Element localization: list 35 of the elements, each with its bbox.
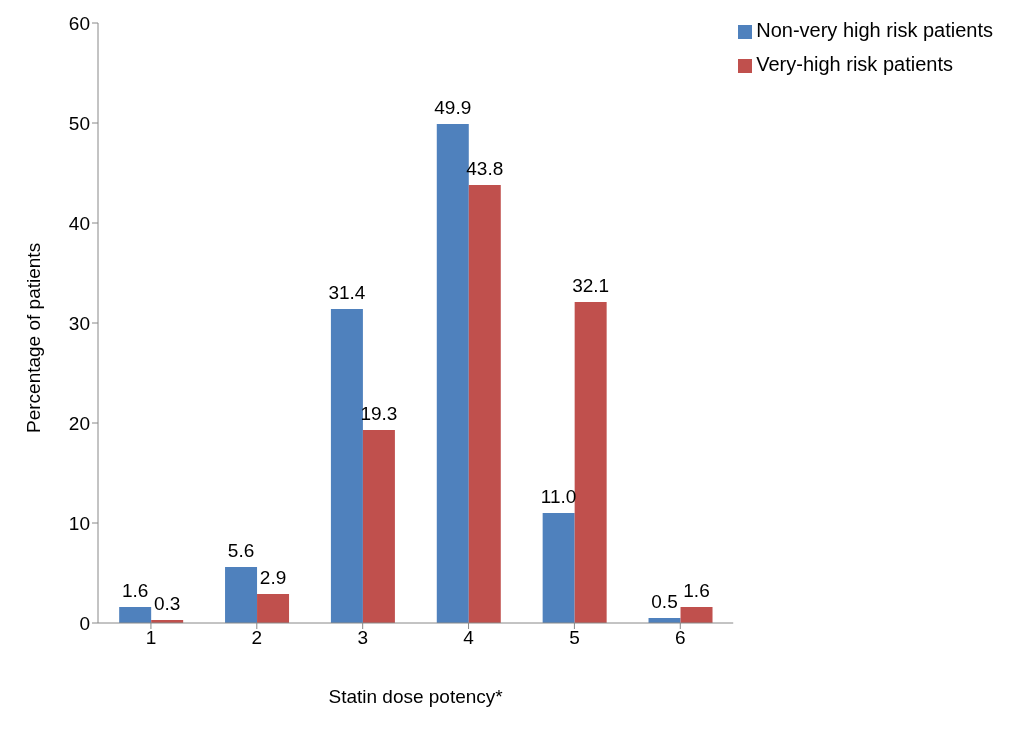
- y-tick-label: 30: [68, 312, 90, 334]
- y-tick-label: 0: [79, 612, 90, 634]
- bar: [542, 513, 575, 623]
- data-label: 31.4: [328, 282, 366, 303]
- data-label: 49.9: [434, 97, 472, 118]
- x-tick-label: 4: [463, 627, 475, 649]
- data-label: 1.6: [683, 580, 710, 601]
- legend-label: Non-very high risk patients: [756, 19, 993, 41]
- y-tick-label: 60: [68, 12, 90, 34]
- x-tick-label: 1: [145, 627, 157, 649]
- bar: [225, 567, 258, 623]
- bar: [119, 607, 152, 623]
- x-tick-label: 5: [569, 627, 580, 649]
- bar: [468, 185, 501, 623]
- data-label: 2.9: [259, 567, 287, 588]
- bar: [257, 594, 290, 623]
- y-tick-label: 50: [68, 112, 90, 134]
- x-tick-label: 2: [251, 627, 263, 649]
- data-label: 0.3: [153, 593, 181, 614]
- y-tick-label: 40: [68, 212, 90, 234]
- legend-label: Very-high risk patients: [756, 53, 953, 75]
- x-tick-label: 6: [674, 627, 686, 649]
- y-axis-title: Percentage of patients: [22, 242, 44, 433]
- bar: [362, 430, 395, 623]
- y-tick-label: 20: [68, 412, 90, 434]
- x-axis-title: Statin dose potency*: [328, 686, 504, 707]
- data-label: 0.5: [651, 591, 678, 612]
- data-label: 32.1: [572, 275, 610, 296]
- data-label: 1.6: [121, 580, 149, 601]
- bar: [680, 607, 713, 623]
- bar: [330, 309, 363, 623]
- y-tick-label: 10: [68, 512, 90, 534]
- x-tick-label: 3: [357, 627, 368, 649]
- data-label: 5.6: [227, 540, 255, 561]
- bar: [574, 302, 607, 623]
